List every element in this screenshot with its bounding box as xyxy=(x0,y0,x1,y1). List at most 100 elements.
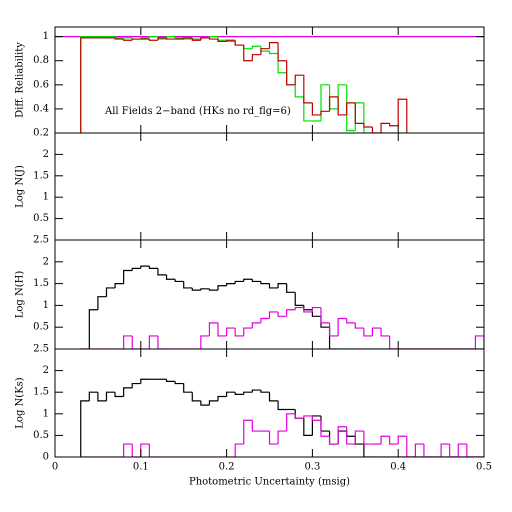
histogram-step xyxy=(243,327,253,336)
histogram-step xyxy=(191,392,201,402)
histogram-step xyxy=(131,382,141,388)
histogram-step xyxy=(217,39,227,43)
y-tick-label: 0.5 xyxy=(33,430,49,441)
histogram-step xyxy=(389,335,399,349)
histogram-step xyxy=(268,51,279,55)
histogram-step xyxy=(200,335,210,349)
histogram-step xyxy=(165,379,176,382)
y-tick-label: 2 xyxy=(43,149,49,160)
histogram-step xyxy=(243,419,253,445)
histogram-step xyxy=(234,40,244,46)
histogram-step xyxy=(286,72,296,86)
histogram-step xyxy=(440,443,450,457)
panel xyxy=(55,36,484,133)
histogram-step xyxy=(294,413,304,419)
histogram-step xyxy=(277,311,287,317)
y-axis-label: Diff. Reliability xyxy=(15,42,26,118)
histogram-step xyxy=(157,335,167,349)
histogram-step xyxy=(191,287,201,291)
histogram-step xyxy=(157,37,167,41)
histogram-step xyxy=(123,443,133,457)
histogram-step xyxy=(105,391,116,401)
histogram-step xyxy=(251,279,261,283)
histogram-step xyxy=(251,54,261,61)
histogram-step xyxy=(363,444,373,457)
histogram-step xyxy=(286,60,296,86)
histogram-step xyxy=(354,322,364,329)
x-tick-label: 0.2 xyxy=(219,462,235,473)
panel-frame xyxy=(54,348,485,458)
histogram-step xyxy=(234,280,244,284)
y-tick-label: 1.5 xyxy=(33,278,49,289)
histogram-step xyxy=(114,37,124,40)
histogram-step xyxy=(277,283,287,288)
histogram-step xyxy=(200,37,210,41)
histogram-step xyxy=(217,285,227,291)
y-axis-label: Log N(J) xyxy=(15,165,26,208)
histogram-step xyxy=(380,435,390,445)
histogram-step xyxy=(320,415,330,432)
histogram-step xyxy=(311,309,321,317)
histogram-step xyxy=(157,268,167,276)
histogram-step xyxy=(268,311,279,319)
y-tick-label: 1 xyxy=(43,192,49,203)
histogram-step xyxy=(140,378,150,384)
histogram-step xyxy=(131,267,141,271)
histogram-step xyxy=(148,36,158,38)
histogram-step xyxy=(208,322,219,336)
histogram-step xyxy=(234,328,244,337)
histogram-step xyxy=(286,413,296,432)
histogram-step xyxy=(88,309,98,349)
x-tick-label: 0.3 xyxy=(304,462,320,473)
annotation: All Fields 2−band (HKs no rd_flg=6) xyxy=(104,106,291,117)
histogram-step xyxy=(131,335,141,349)
y-tick-label: 1.5 xyxy=(33,170,49,181)
histogram-step xyxy=(371,126,382,133)
x-axis-label: Photometric Uncertainty (msig) xyxy=(189,477,350,488)
histogram-step xyxy=(346,431,356,437)
y-tick-label: 0.4 xyxy=(33,103,49,114)
histogram-step xyxy=(123,387,133,397)
histogram-step xyxy=(260,48,270,55)
histogram-step xyxy=(346,426,356,445)
histogram-step xyxy=(80,37,90,133)
histogram-step xyxy=(320,307,330,324)
x-tick-label: 0.1 xyxy=(133,462,149,473)
histogram-step xyxy=(208,288,219,291)
panel-frame xyxy=(54,132,485,241)
x-tick-label: 0.5 xyxy=(476,462,492,473)
histogram-step xyxy=(303,75,313,104)
histogram-step xyxy=(260,390,270,393)
histogram-step xyxy=(260,281,270,285)
y-tick-label: 0.8 xyxy=(33,55,49,66)
y-tick-label: 1 xyxy=(43,300,49,311)
histogram-step xyxy=(294,74,304,85)
histogram-step xyxy=(414,443,424,457)
histogram-step xyxy=(346,84,356,132)
histogram-step xyxy=(105,287,116,297)
panel xyxy=(80,265,484,349)
histogram-step xyxy=(226,39,236,42)
histogram-step xyxy=(251,389,261,393)
histogram-step xyxy=(97,296,107,310)
histogram-step xyxy=(337,317,347,336)
histogram-step xyxy=(208,37,219,40)
histogram-step xyxy=(363,431,373,445)
panel xyxy=(80,378,484,457)
histogram-step xyxy=(311,415,321,421)
y-axis-label: Log N(Ks) xyxy=(15,377,26,428)
histogram-step xyxy=(346,318,356,324)
histogram-step xyxy=(397,98,408,133)
y-axis-label: Log N(H) xyxy=(15,271,26,319)
histogram-step xyxy=(466,444,476,457)
y-tick-label: 0.6 xyxy=(33,79,49,90)
y-tick-label: 2.5 xyxy=(33,344,49,355)
histogram-step xyxy=(423,444,433,457)
histogram-step xyxy=(389,436,399,445)
histogram-step xyxy=(80,36,90,133)
y-tick-label: 1 xyxy=(43,31,49,42)
histogram-step xyxy=(268,42,279,49)
histogram-step xyxy=(148,39,158,41)
histogram-step xyxy=(371,327,382,336)
